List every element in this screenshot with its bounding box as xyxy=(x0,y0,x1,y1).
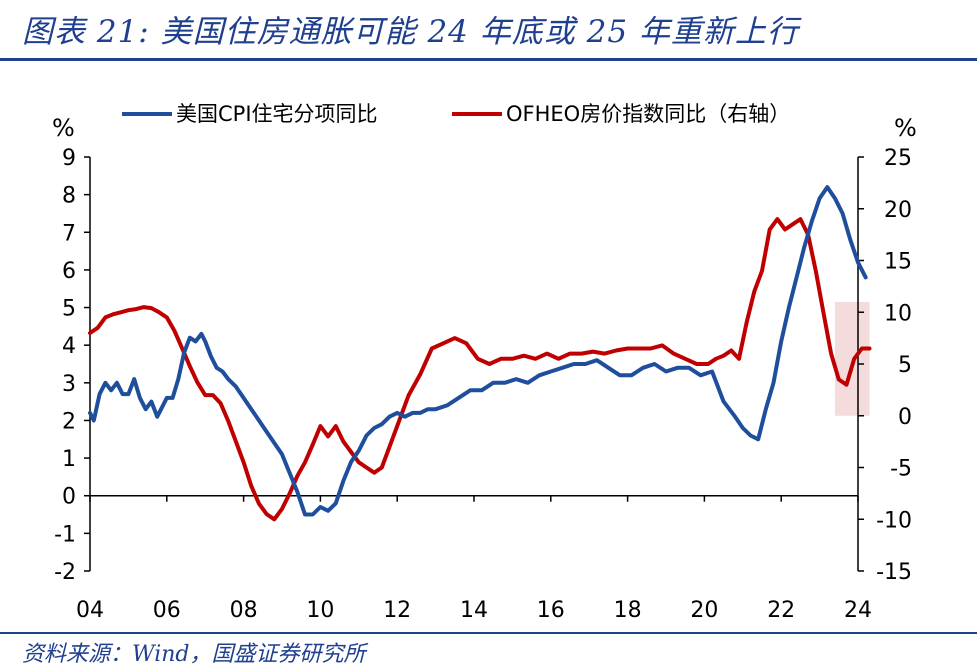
left-tick-label: 8 xyxy=(62,184,76,209)
right-tick-label: 25 xyxy=(884,146,912,171)
x-tick-label: 12 xyxy=(383,598,411,623)
series-line-ofheo xyxy=(88,217,872,522)
right-tick-label: -10 xyxy=(876,508,912,533)
x-tick-label: 10 xyxy=(306,598,334,623)
x-tick-label: 08 xyxy=(230,598,258,623)
x-tick-label: 22 xyxy=(767,598,795,623)
left-tick-label: 9 xyxy=(62,146,76,171)
x-tick-label: 16 xyxy=(537,598,565,623)
series-line-cpi xyxy=(88,185,868,517)
right-tick-label: 5 xyxy=(898,353,912,378)
left-tick-label: -2 xyxy=(54,560,76,585)
right-tick-label: 20 xyxy=(884,198,912,223)
x-tick-label: 24 xyxy=(844,598,872,623)
source-note: 资料来源：Wind，国盛证券研究所 xyxy=(22,642,366,667)
source-divider xyxy=(0,632,977,634)
right-tick-label: -5 xyxy=(890,457,912,482)
page-title: 图表 21: 美国住房通胀可能 24 年底或 25 年重新上行 xyxy=(22,14,799,50)
x-tick-label: 18 xyxy=(614,598,642,623)
x-tick-label: 06 xyxy=(153,598,181,623)
left-tick-label: 1 xyxy=(62,447,76,472)
legend-label-cpi: 美国CPI住宅分项同比 xyxy=(176,102,378,126)
right-axis-unit: % xyxy=(894,114,917,142)
left-axis-unit: % xyxy=(52,114,75,142)
right-tick-label: 0 xyxy=(898,405,912,430)
x-tick-label: 20 xyxy=(690,598,718,623)
left-tick-label: 2 xyxy=(62,409,76,434)
left-tick-label: 5 xyxy=(62,297,76,322)
legend: 美国CPI住宅分项同比 OFHEO房价指数同比（右轴） xyxy=(122,102,790,126)
left-tick-label: 4 xyxy=(62,334,76,359)
x-tick-label: 14 xyxy=(460,598,488,623)
right-tick-label: -15 xyxy=(876,560,912,585)
title-divider xyxy=(0,58,977,61)
right-tick-label: 10 xyxy=(884,301,912,326)
left-tick-label: -1 xyxy=(54,522,76,547)
left-tick-label: 7 xyxy=(62,221,76,246)
left-tick-label: 3 xyxy=(62,372,76,397)
x-tick-label: 04 xyxy=(76,598,104,623)
right-tick-label: 15 xyxy=(884,250,912,275)
left-tick-label: 0 xyxy=(62,485,76,510)
left-tick-label: 6 xyxy=(62,259,76,284)
legend-label-ofheo: OFHEO房价指数同比（右轴） xyxy=(506,102,790,126)
